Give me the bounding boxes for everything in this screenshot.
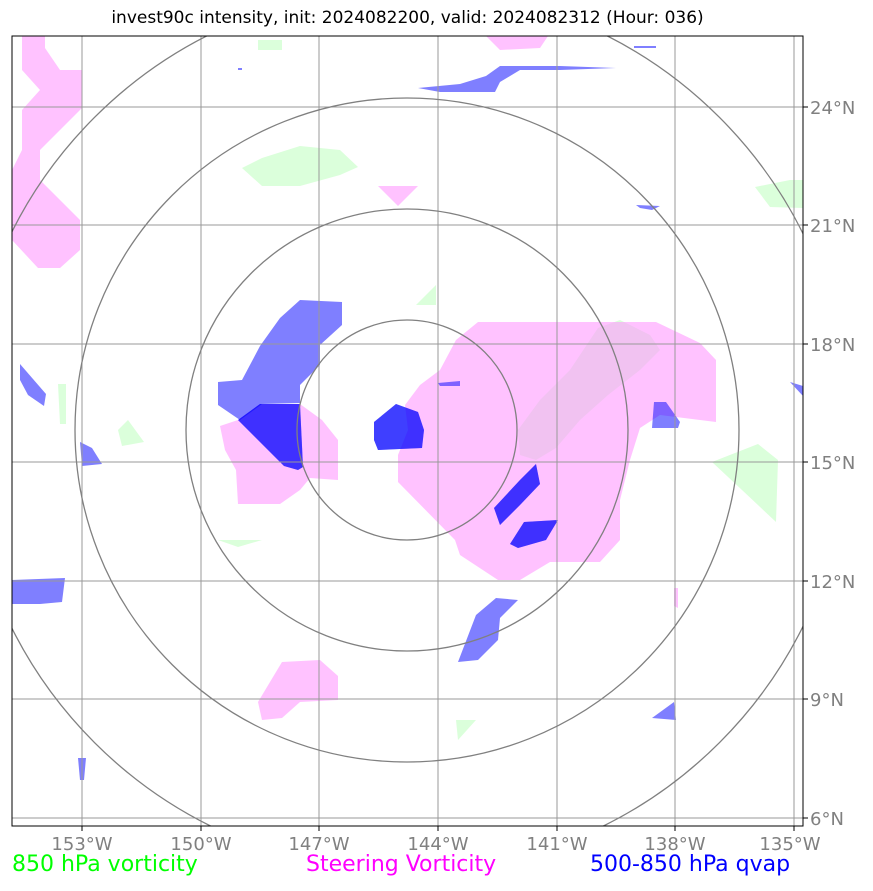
legend-qvap: 500-850 hPa qvap bbox=[590, 852, 791, 877]
lon-tick-label: 141°W bbox=[526, 834, 587, 855]
range-rings bbox=[12, 36, 803, 826]
lat-tick-label: 24°N bbox=[810, 98, 855, 119]
steering-vorticity-contours bbox=[12, 36, 716, 720]
lat-tick-label: 18°N bbox=[810, 335, 855, 356]
qvap-contours bbox=[12, 46, 803, 780]
tick-marks bbox=[81, 106, 808, 831]
lat-tick-label: 12°N bbox=[810, 572, 855, 593]
lat-tick-label: 21°N bbox=[810, 216, 855, 237]
lon-tick-label: 150°W bbox=[170, 834, 231, 855]
legend-850-vorticity: 850 hPa vorticity bbox=[12, 852, 198, 877]
graticule bbox=[12, 36, 803, 826]
legend-steering-vorticity: Steering Vorticity bbox=[306, 852, 497, 877]
lon-tick-label: 144°W bbox=[407, 834, 468, 855]
lat-tick-label: 9°N bbox=[810, 690, 844, 711]
map-title: invest90c intensity, init: 2024082200, v… bbox=[111, 8, 704, 28]
lon-tick-label: 135°W bbox=[759, 834, 820, 855]
lon-tick-label: 153°W bbox=[51, 834, 112, 855]
plot-frame bbox=[11, 35, 804, 827]
lat-tick-label: 15°N bbox=[810, 453, 855, 474]
lat-tick-label: 6°N bbox=[810, 809, 844, 830]
lon-tick-label: 147°W bbox=[288, 834, 349, 855]
lon-tick-label: 138°W bbox=[644, 834, 705, 855]
